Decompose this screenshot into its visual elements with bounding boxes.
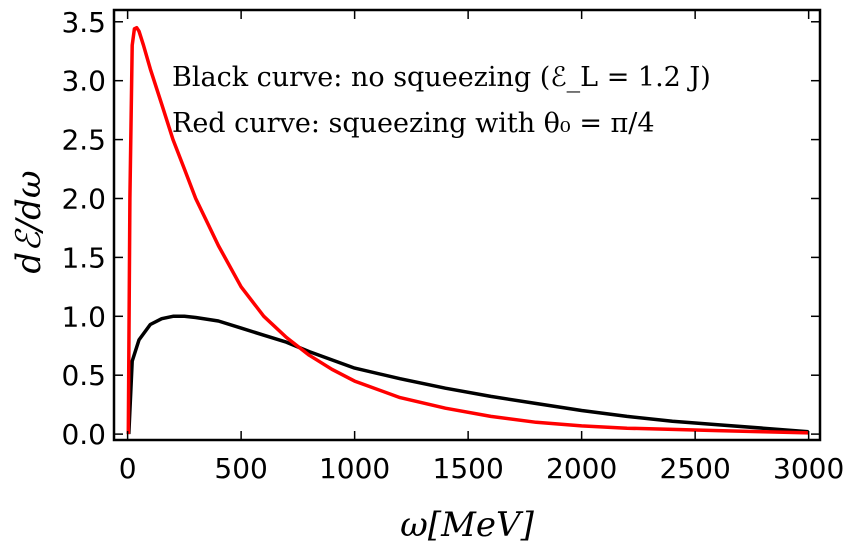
tick-layer: 0 500 1000 1500 2000 2500 3000 0.0 0.5 1.0 1.5 2.0 2… bbox=[61, 6, 844, 485]
x-axis-title: ω[MeV] bbox=[400, 505, 534, 545]
annotation-black-curve: Black curve: no squeezing (ℰ_L = 1.2 J) bbox=[172, 62, 711, 93]
y-tick-label: 1.5 bbox=[61, 241, 106, 274]
y-tick-label: 0.0 bbox=[61, 418, 106, 451]
y-tick-label: 0.5 bbox=[61, 359, 106, 392]
x-tick-label: 0 bbox=[119, 452, 137, 485]
y-tick-label: 3.0 bbox=[61, 65, 106, 98]
series-line-1 bbox=[126, 25, 809, 435]
x-tick-label: 1000 bbox=[319, 452, 390, 485]
x-tick-label: 1500 bbox=[433, 452, 504, 485]
x-tick-label: 500 bbox=[214, 452, 267, 485]
y-tick-label: 2.5 bbox=[61, 124, 106, 157]
y-tick-label: 3.5 bbox=[61, 6, 106, 39]
legend-annotations: Black curve: no squeezing (ℰ_L = 1.2 J) … bbox=[172, 62, 711, 139]
annotation-red-curve: Red curve: squeezing with θ₀ = π/4 bbox=[172, 108, 655, 139]
plot-frame bbox=[112, 8, 822, 442]
series-layer bbox=[126, 25, 809, 435]
series-line-0 bbox=[127, 314, 809, 435]
x-tick-label: 3000 bbox=[773, 452, 844, 485]
y-tick-label: 2.0 bbox=[61, 182, 106, 215]
x-tick-label: 2500 bbox=[660, 452, 731, 485]
y-axis-title: dℰ/dω bbox=[9, 170, 49, 273]
y-tick-label: 1.0 bbox=[61, 300, 106, 333]
x-tick-label: 2000 bbox=[546, 452, 617, 485]
